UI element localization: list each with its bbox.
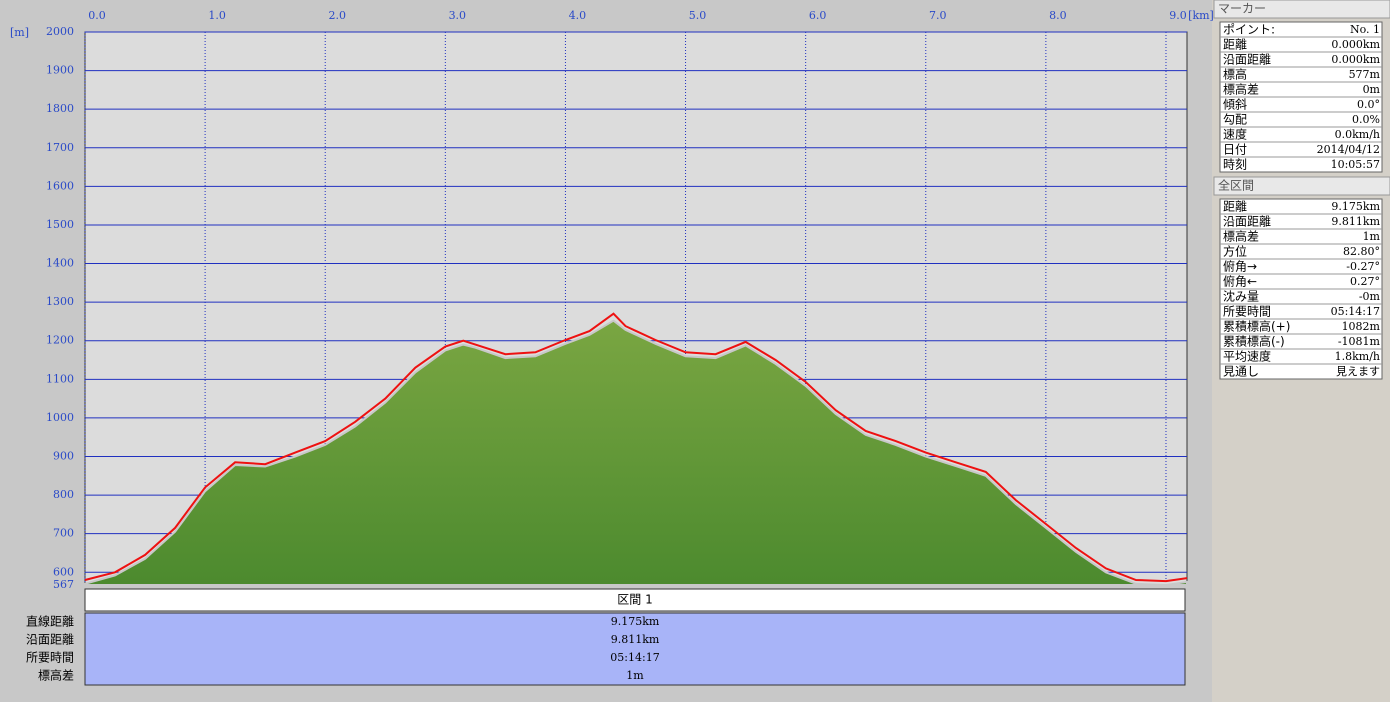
info-label: 俯角→ — [1223, 259, 1257, 274]
total-title: 全区間 — [1218, 178, 1254, 193]
y-unit: [m] — [10, 26, 29, 39]
x-tick-label: 1.0 — [208, 9, 226, 22]
x-tick-label: 2.0 — [328, 9, 346, 22]
x-tick-label: 8.0 — [1049, 9, 1067, 22]
x-tick-label: 3.0 — [449, 9, 467, 22]
y-tick-label: 1000 — [46, 411, 74, 424]
y-tick-label: 1600 — [46, 179, 74, 192]
y-tick-label: 900 — [53, 449, 74, 462]
info-label: 方位 — [1223, 244, 1247, 259]
info-label: 沿面距離 — [1223, 215, 1271, 229]
info-value: 0.0° — [1357, 98, 1380, 111]
info-value: -1081m — [1338, 335, 1381, 348]
info-value: 0.0% — [1352, 113, 1380, 126]
info-label: 標高差 — [1223, 82, 1259, 97]
y-tick-label: 1400 — [46, 257, 74, 270]
y-tick-label: 1500 — [46, 218, 74, 231]
y-tick-label: 600 — [53, 565, 74, 578]
info-value: 0.000km — [1331, 38, 1380, 51]
info-value: 1m — [1363, 230, 1381, 243]
y-tick-label: 2000 — [46, 25, 74, 38]
info-value: 10:05:57 — [1331, 158, 1380, 171]
info-value: 0m — [1363, 83, 1381, 96]
info-label: 所要時間 — [1223, 305, 1271, 319]
row-value: 1m — [626, 669, 644, 682]
x-tick-label: 0.0 — [88, 9, 106, 22]
x-tick-label: 4.0 — [569, 9, 587, 22]
y-tick-label: 1700 — [46, 141, 74, 154]
info-value: -0m — [1359, 290, 1381, 303]
marker-header — [1213, 0, 1390, 19]
info-value: 0.27° — [1350, 275, 1380, 288]
section-body — [84, 612, 1186, 686]
y-tick-label: 1100 — [46, 372, 74, 385]
info-label: 標高 — [1223, 67, 1247, 82]
elevation-area — [84, 319, 1188, 587]
info-label: 平均速度 — [1223, 349, 1271, 364]
track-line — [84, 312, 1188, 583]
info-label: 勾配 — [1223, 113, 1247, 127]
info-value: 0.0km/h — [1335, 128, 1380, 141]
info-value: 05:14:17 — [1331, 305, 1380, 318]
info-value: 9.175km — [1331, 200, 1380, 213]
section-header-box — [84, 588, 1186, 612]
info-label: 見通し — [1223, 365, 1259, 379]
info-value: 0.000km — [1331, 53, 1380, 66]
x-tick-label: 5.0 — [689, 9, 707, 22]
y-tick-label: 800 — [53, 488, 74, 501]
row-value: 05:14:17 — [610, 651, 659, 664]
info-label: 俯角← — [1223, 274, 1257, 289]
info-label: 距離 — [1223, 38, 1247, 52]
row-value: 9.811km — [611, 633, 660, 646]
info-value: 1082m — [1342, 320, 1381, 333]
total-header — [1213, 176, 1390, 196]
row-label: 直線距離 — [26, 614, 74, 629]
y-tick-label: 1300 — [46, 295, 74, 308]
info-label: 距離 — [1223, 200, 1247, 214]
row-label: 標高差 — [38, 668, 74, 683]
info-label: 傾斜 — [1223, 98, 1247, 112]
x-tick-label: 6.0 — [809, 9, 827, 22]
info-value: -0.27° — [1346, 260, 1380, 273]
info-label: 累積標高(+) — [1223, 319, 1290, 334]
info-label: 日付 — [1223, 143, 1247, 157]
row-label: 沿面距離 — [26, 633, 74, 647]
x-tick-label: 9.0 — [1169, 9, 1187, 22]
section-header: 区間 1 — [617, 593, 652, 607]
info-label: 沈み量 — [1223, 289, 1259, 304]
info-label: 沿面距離 — [1223, 53, 1271, 67]
info-value: No. 1 — [1350, 23, 1380, 36]
info-label: 標高差 — [1223, 229, 1259, 244]
x-tick-label: 7.0 — [929, 9, 947, 22]
row-label: 所要時間 — [26, 651, 74, 665]
y-tick-label: 700 — [53, 527, 74, 540]
y-tick-label: 1800 — [46, 102, 74, 115]
info-label: 時刻 — [1223, 158, 1247, 172]
y-tick-label: 1200 — [46, 334, 74, 347]
info-value: 2014/04/12 — [1317, 143, 1380, 156]
row-value: 9.175km — [611, 615, 660, 628]
info-value: 577m — [1349, 68, 1381, 81]
info-value: 82.80° — [1343, 245, 1380, 258]
x-unit: [km] — [1188, 9, 1214, 22]
info-label: 累積標高(-) — [1223, 334, 1285, 349]
info-label: ポイント: — [1223, 23, 1275, 37]
y-tick-label: 1900 — [46, 64, 74, 77]
info-value: 見えます — [1336, 365, 1380, 378]
marker-title: マーカー — [1218, 2, 1266, 16]
info-label: 速度 — [1223, 127, 1247, 142]
info-value: 9.811km — [1331, 215, 1380, 228]
info-value: 1.8km/h — [1335, 350, 1380, 363]
y-tick-label: 567 — [53, 578, 74, 591]
